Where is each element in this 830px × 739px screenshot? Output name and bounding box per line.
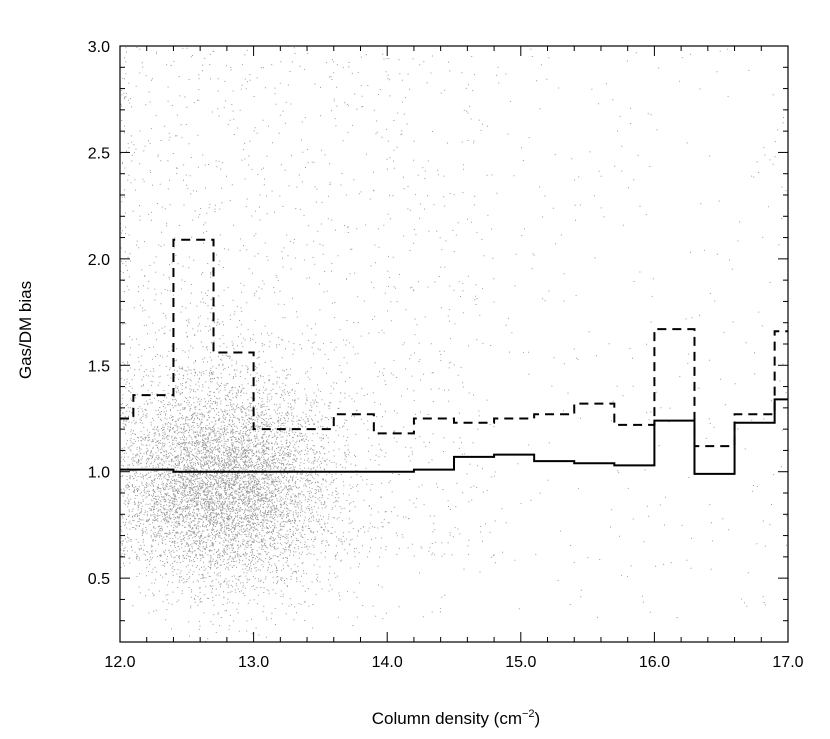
plot-frame bbox=[119, 45, 789, 643]
y-tick-label: 0.5 bbox=[88, 571, 110, 588]
x-tick-label: 13.0 bbox=[238, 654, 269, 671]
step-lines-layer bbox=[120, 238, 788, 475]
labels-layer: Column density (cm−2) Gas/DM bias 12.0 13… bbox=[16, 39, 804, 728]
x-tick-label: 17.0 bbox=[772, 654, 803, 671]
dashed-step-series bbox=[120, 238, 788, 448]
y-tick-label: 2.0 bbox=[88, 252, 110, 269]
y-tick-label: 2.5 bbox=[88, 145, 110, 162]
axes-layer bbox=[119, 45, 789, 643]
x-axis-label: Column density (cm−2) bbox=[372, 708, 540, 728]
scatter-points bbox=[120, 46, 789, 642]
y-tick-label: 3.0 bbox=[88, 39, 110, 56]
solid-step-series bbox=[120, 398, 788, 475]
y-axis-label: Gas/DM bias bbox=[16, 281, 35, 379]
x-tick-label: 12.0 bbox=[104, 654, 135, 671]
x-tick-label: 16.0 bbox=[639, 654, 670, 671]
x-tick-label: 15.0 bbox=[505, 654, 536, 671]
y-tick-label: 1.5 bbox=[88, 358, 110, 375]
scatter-points-layer bbox=[120, 46, 789, 642]
x-tick-label: 14.0 bbox=[372, 654, 403, 671]
y-tick-label: 1.0 bbox=[88, 465, 110, 482]
